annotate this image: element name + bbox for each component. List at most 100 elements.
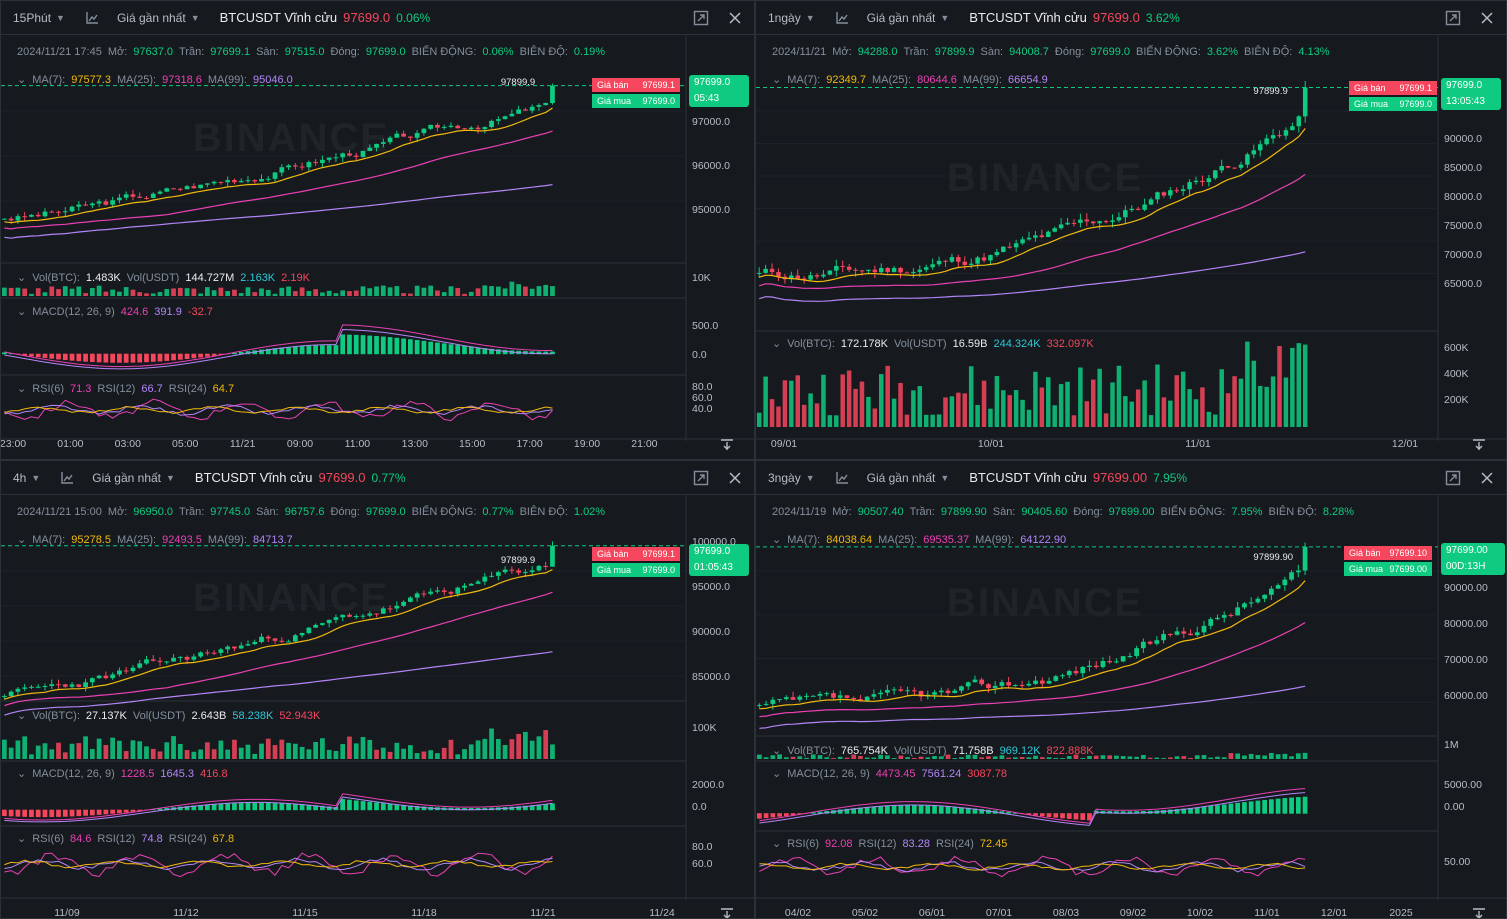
close-icon[interactable] <box>1478 9 1496 27</box>
chart-canvas[interactable] <box>1 35 755 460</box>
candle-body <box>952 690 958 693</box>
expand-icon[interactable] <box>1444 469 1462 487</box>
rsi12-value: 74.8 <box>141 833 163 845</box>
interval-selector[interactable]: 1ngày ▼ <box>768 11 815 25</box>
macd-dea-line <box>759 792 1306 826</box>
candle-body <box>1084 219 1090 222</box>
candle-body <box>1078 219 1083 223</box>
ohlc-high-value: 97745.0 <box>210 506 251 518</box>
chart-type-icon[interactable] <box>835 471 849 485</box>
chart-type-icon[interactable] <box>60 471 74 485</box>
vol-ma10-value: 2.19K <box>281 272 310 284</box>
candle-body <box>1235 607 1241 616</box>
macd-label: MACD(12, 26, 9) <box>32 306 115 318</box>
interval-label: 3ngày <box>768 470 801 485</box>
candle-body <box>320 159 325 164</box>
interval-selector[interactable]: 4h ▼ <box>13 471 40 485</box>
axis-settings-icon[interactable] <box>720 439 734 451</box>
macd-legend: ⌄ MACD(12, 26, 9) 1228.5 1645.3 416.8 <box>17 767 234 780</box>
candle-body <box>313 624 319 628</box>
price-type-selector[interactable]: Giá gần nhất ▼ <box>867 11 950 25</box>
candle-body <box>1116 217 1122 221</box>
price-axis-tick: 96000.0 <box>692 160 730 172</box>
chart-canvas[interactable] <box>756 35 1507 460</box>
expand-icon[interactable] <box>692 469 710 487</box>
ohlc-open-value: 97637.0 <box>133 46 174 58</box>
candle-body <box>428 124 434 129</box>
axis-settings-icon[interactable] <box>720 908 734 919</box>
candle-body <box>1120 656 1126 662</box>
ma-legend: ⌄ MA(7): 95278.5 MA(25): 92493.5 MA(99): 84713… <box>17 533 299 546</box>
candle-body <box>1058 224 1064 229</box>
ma99-line <box>4 651 553 716</box>
chart-canvas[interactable] <box>756 495 1507 919</box>
time-axis-tick: 11/12 <box>173 907 199 919</box>
ohlc-amplitude-label: BIÊN ĐỘ: <box>1268 506 1317 518</box>
ma25-line <box>4 130 553 230</box>
bid-value: 97699.00 <box>1389 564 1427 574</box>
ohlc-open-value: 90507.40 <box>857 506 904 518</box>
chart-type-icon[interactable] <box>835 11 849 25</box>
candle-body <box>837 695 843 698</box>
candle-body <box>265 178 271 180</box>
close-icon[interactable] <box>1478 469 1496 487</box>
candle-body <box>769 268 775 273</box>
candle-body <box>917 269 923 272</box>
interval-selector[interactable]: 15Phút ▼ <box>13 11 65 25</box>
candles <box>2 83 555 224</box>
candle-body <box>191 186 197 189</box>
last-price-box: 97699.00 00D:13H <box>1441 543 1505 575</box>
candle-body <box>1161 634 1166 641</box>
candle-body <box>62 684 68 687</box>
candle-body <box>1262 594 1267 599</box>
expand-icon[interactable] <box>692 9 710 27</box>
candle-body <box>198 184 203 189</box>
candle-body <box>871 694 877 697</box>
ohlc-close-value: 97699.0 <box>1090 46 1131 58</box>
vol-usdt-value: 144.727M <box>185 272 235 284</box>
candle-body <box>1100 660 1106 668</box>
candle-body <box>1148 199 1154 205</box>
candle-body <box>394 605 400 609</box>
time-axis-tick: 03:00 <box>114 438 141 450</box>
rsi-line-2 <box>759 860 1306 873</box>
axis-settings-icon[interactable] <box>1472 908 1486 919</box>
chart-type-icon[interactable] <box>85 11 99 25</box>
price-type-selector[interactable]: Giá gần nhất ▼ <box>867 471 950 485</box>
time-axis-tick: 10/02 <box>1186 907 1214 919</box>
candle-body <box>1283 130 1289 136</box>
chevron-down-icon: ⌄ <box>772 768 782 780</box>
ohlc-low-value: 96757.6 <box>284 506 325 518</box>
interval-selector[interactable]: 3ngày ▼ <box>768 471 815 485</box>
ma7-value: 92349.7 <box>826 74 866 86</box>
chart-canvas[interactable] <box>1 495 755 919</box>
candle-body <box>238 180 244 183</box>
candle-body <box>1228 615 1234 617</box>
candle-body <box>930 264 935 268</box>
ohlc-close-value: 97699.00 <box>1108 506 1155 518</box>
candle-body <box>827 270 833 275</box>
axis-settings-icon[interactable] <box>1472 439 1486 451</box>
high-marker: 97899.9 <box>500 555 536 566</box>
volume-bars <box>2 281 555 296</box>
price-type-selector[interactable]: Giá gần nhất ▼ <box>117 11 200 25</box>
rsi24-value: 67.8 <box>212 833 235 845</box>
candle-body <box>1019 684 1025 686</box>
chart-panel-2: 1ngày ▼ Giá gần nhất ▼ BTCUSDT Vĩnh cửu 97699… <box>755 0 1507 460</box>
ma99-label: MA(99): <box>962 74 1002 86</box>
time-axis-tick: 19:00 <box>573 438 601 450</box>
price-type-selector[interactable]: Giá gần nhất ▼ <box>92 471 175 485</box>
close-icon[interactable] <box>726 9 744 27</box>
rsi24-label: RSI(24) <box>935 838 974 850</box>
candle-body <box>8 691 14 696</box>
expand-icon[interactable] <box>1444 9 1462 27</box>
ohlc-amplitude-label: BIÊN ĐỘ: <box>519 506 568 518</box>
ohlc-close-label: Đóng: <box>1054 46 1085 58</box>
candle-body <box>374 613 379 615</box>
candle-body <box>232 646 237 649</box>
price-axis-tick: 90000.0 <box>1444 133 1482 145</box>
candle-body <box>756 272 762 274</box>
close-icon[interactable] <box>726 469 744 487</box>
candle-body <box>1052 228 1057 232</box>
volume-axis-tick: 10K <box>692 272 711 284</box>
